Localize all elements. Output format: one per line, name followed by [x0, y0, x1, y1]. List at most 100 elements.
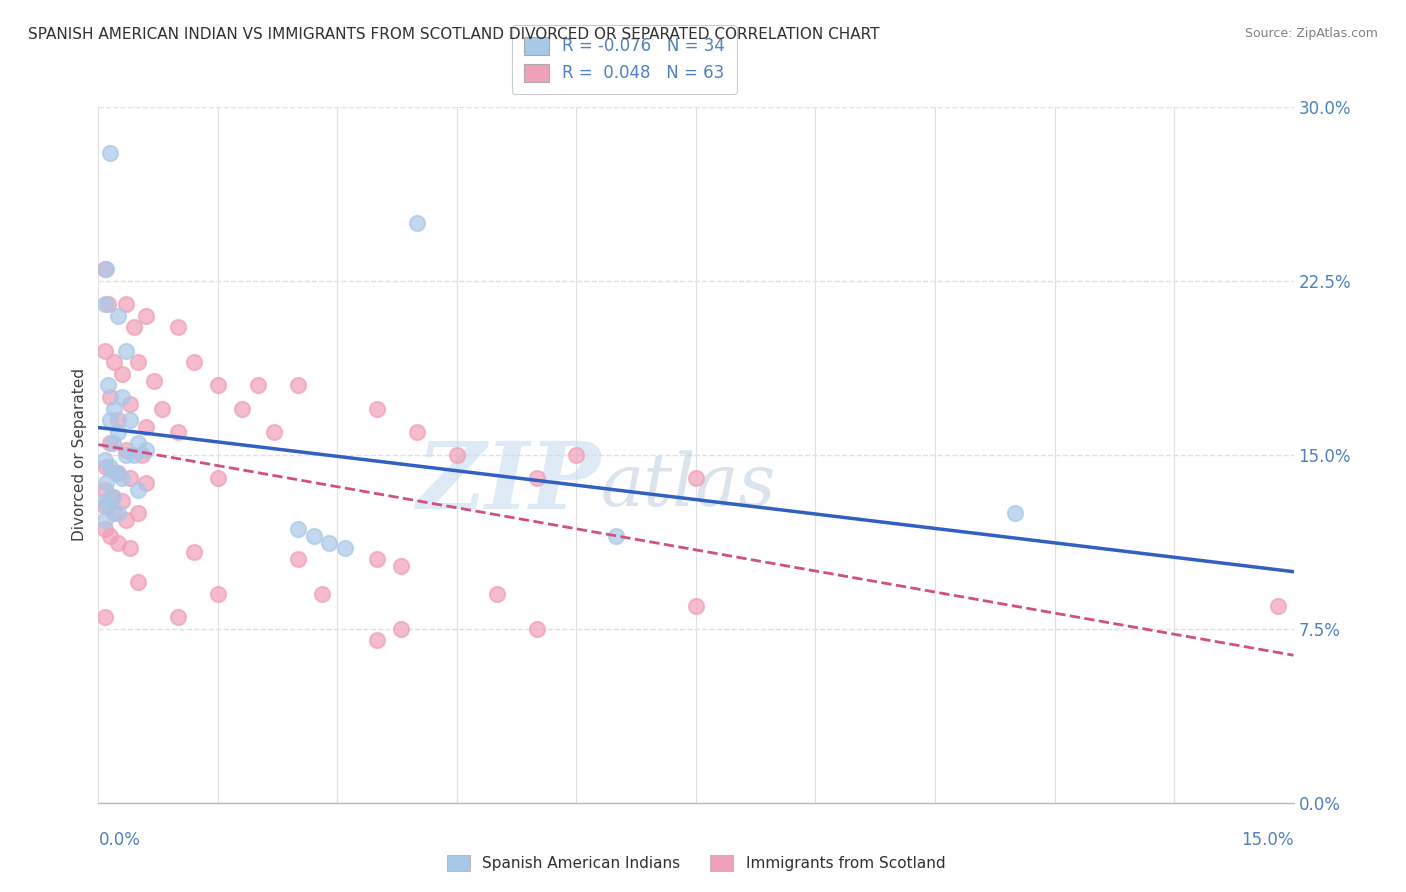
Point — [263, 425, 285, 439]
Point — [127, 436, 149, 450]
Point — [94, 499, 117, 513]
Point — [485, 587, 508, 601]
Point — [1004, 506, 1026, 520]
Point — [107, 413, 129, 427]
Point — [107, 536, 129, 550]
Point — [311, 587, 333, 601]
Point — [1267, 599, 1289, 613]
Text: Source: ZipAtlas.com: Source: ZipAtlas.com — [1244, 27, 1378, 40]
Point — [389, 559, 412, 574]
Legend: Spanish American Indians, Immigrants from Scotland: Spanish American Indians, Immigrants fro… — [439, 847, 953, 879]
Point — [246, 378, 269, 392]
Point — [98, 529, 122, 543]
Point — [207, 587, 229, 601]
Point — [135, 420, 157, 434]
Point — [167, 320, 190, 334]
Point — [526, 471, 548, 485]
Point — [115, 343, 138, 358]
Point — [94, 483, 117, 497]
Point — [120, 413, 142, 427]
Point — [127, 575, 149, 590]
Point — [97, 378, 120, 392]
Point — [127, 506, 149, 520]
Point — [127, 355, 149, 369]
Point — [96, 262, 118, 277]
Point — [167, 425, 190, 439]
Point — [135, 475, 157, 490]
Point — [98, 146, 122, 161]
Point — [135, 309, 157, 323]
Point — [107, 425, 129, 439]
Point — [124, 448, 146, 462]
Point — [98, 390, 122, 404]
Point — [366, 552, 388, 566]
Point — [526, 622, 548, 636]
Point — [115, 443, 138, 458]
Point — [302, 529, 325, 543]
Point — [94, 513, 117, 527]
Point — [685, 471, 707, 485]
Point — [565, 448, 588, 462]
Point — [183, 355, 205, 369]
Point — [94, 343, 117, 358]
Y-axis label: Divorced or Separated: Divorced or Separated — [72, 368, 87, 541]
Point — [207, 471, 229, 485]
Point — [94, 610, 117, 624]
Point — [231, 401, 253, 416]
Point — [135, 443, 157, 458]
Point — [103, 355, 125, 369]
Point — [127, 483, 149, 497]
Point — [167, 610, 190, 624]
Point — [94, 522, 117, 536]
Point — [335, 541, 357, 555]
Point — [94, 494, 117, 508]
Point — [96, 459, 118, 474]
Point — [318, 536, 340, 550]
Point — [287, 378, 309, 392]
Point — [97, 499, 120, 513]
Point — [107, 506, 129, 520]
Point — [183, 545, 205, 559]
Point — [406, 425, 429, 439]
Point — [111, 471, 134, 485]
Text: atlas: atlas — [600, 451, 776, 522]
Point — [98, 459, 122, 474]
Point — [111, 367, 134, 381]
Point — [605, 529, 627, 543]
Point — [287, 522, 309, 536]
Point — [101, 490, 124, 504]
Point — [98, 413, 122, 427]
Point — [207, 378, 229, 392]
Point — [446, 448, 468, 462]
Point — [111, 390, 134, 404]
Point — [115, 513, 138, 527]
Point — [103, 506, 125, 520]
Point — [406, 216, 429, 230]
Text: 0.0%: 0.0% — [98, 830, 141, 848]
Point — [115, 297, 138, 311]
Point — [94, 297, 117, 311]
Text: 15.0%: 15.0% — [1241, 830, 1294, 848]
Point — [107, 467, 129, 481]
Point — [120, 397, 142, 411]
Point — [107, 309, 129, 323]
Text: SPANISH AMERICAN INDIAN VS IMMIGRANTS FROM SCOTLAND DIVORCED OR SEPARATED CORREL: SPANISH AMERICAN INDIAN VS IMMIGRANTS FR… — [28, 27, 880, 42]
Point — [103, 401, 125, 416]
Point — [94, 262, 117, 277]
Point — [101, 436, 124, 450]
Point — [366, 633, 388, 648]
Point — [104, 467, 127, 481]
Point — [96, 475, 118, 490]
Point — [111, 494, 134, 508]
Point — [287, 552, 309, 566]
Point — [131, 448, 153, 462]
Point — [143, 374, 166, 388]
Point — [150, 401, 173, 416]
Point — [124, 320, 146, 334]
Point — [98, 436, 122, 450]
Point — [389, 622, 412, 636]
Point — [94, 452, 117, 467]
Point — [120, 541, 142, 555]
Point — [366, 401, 388, 416]
Point — [101, 490, 124, 504]
